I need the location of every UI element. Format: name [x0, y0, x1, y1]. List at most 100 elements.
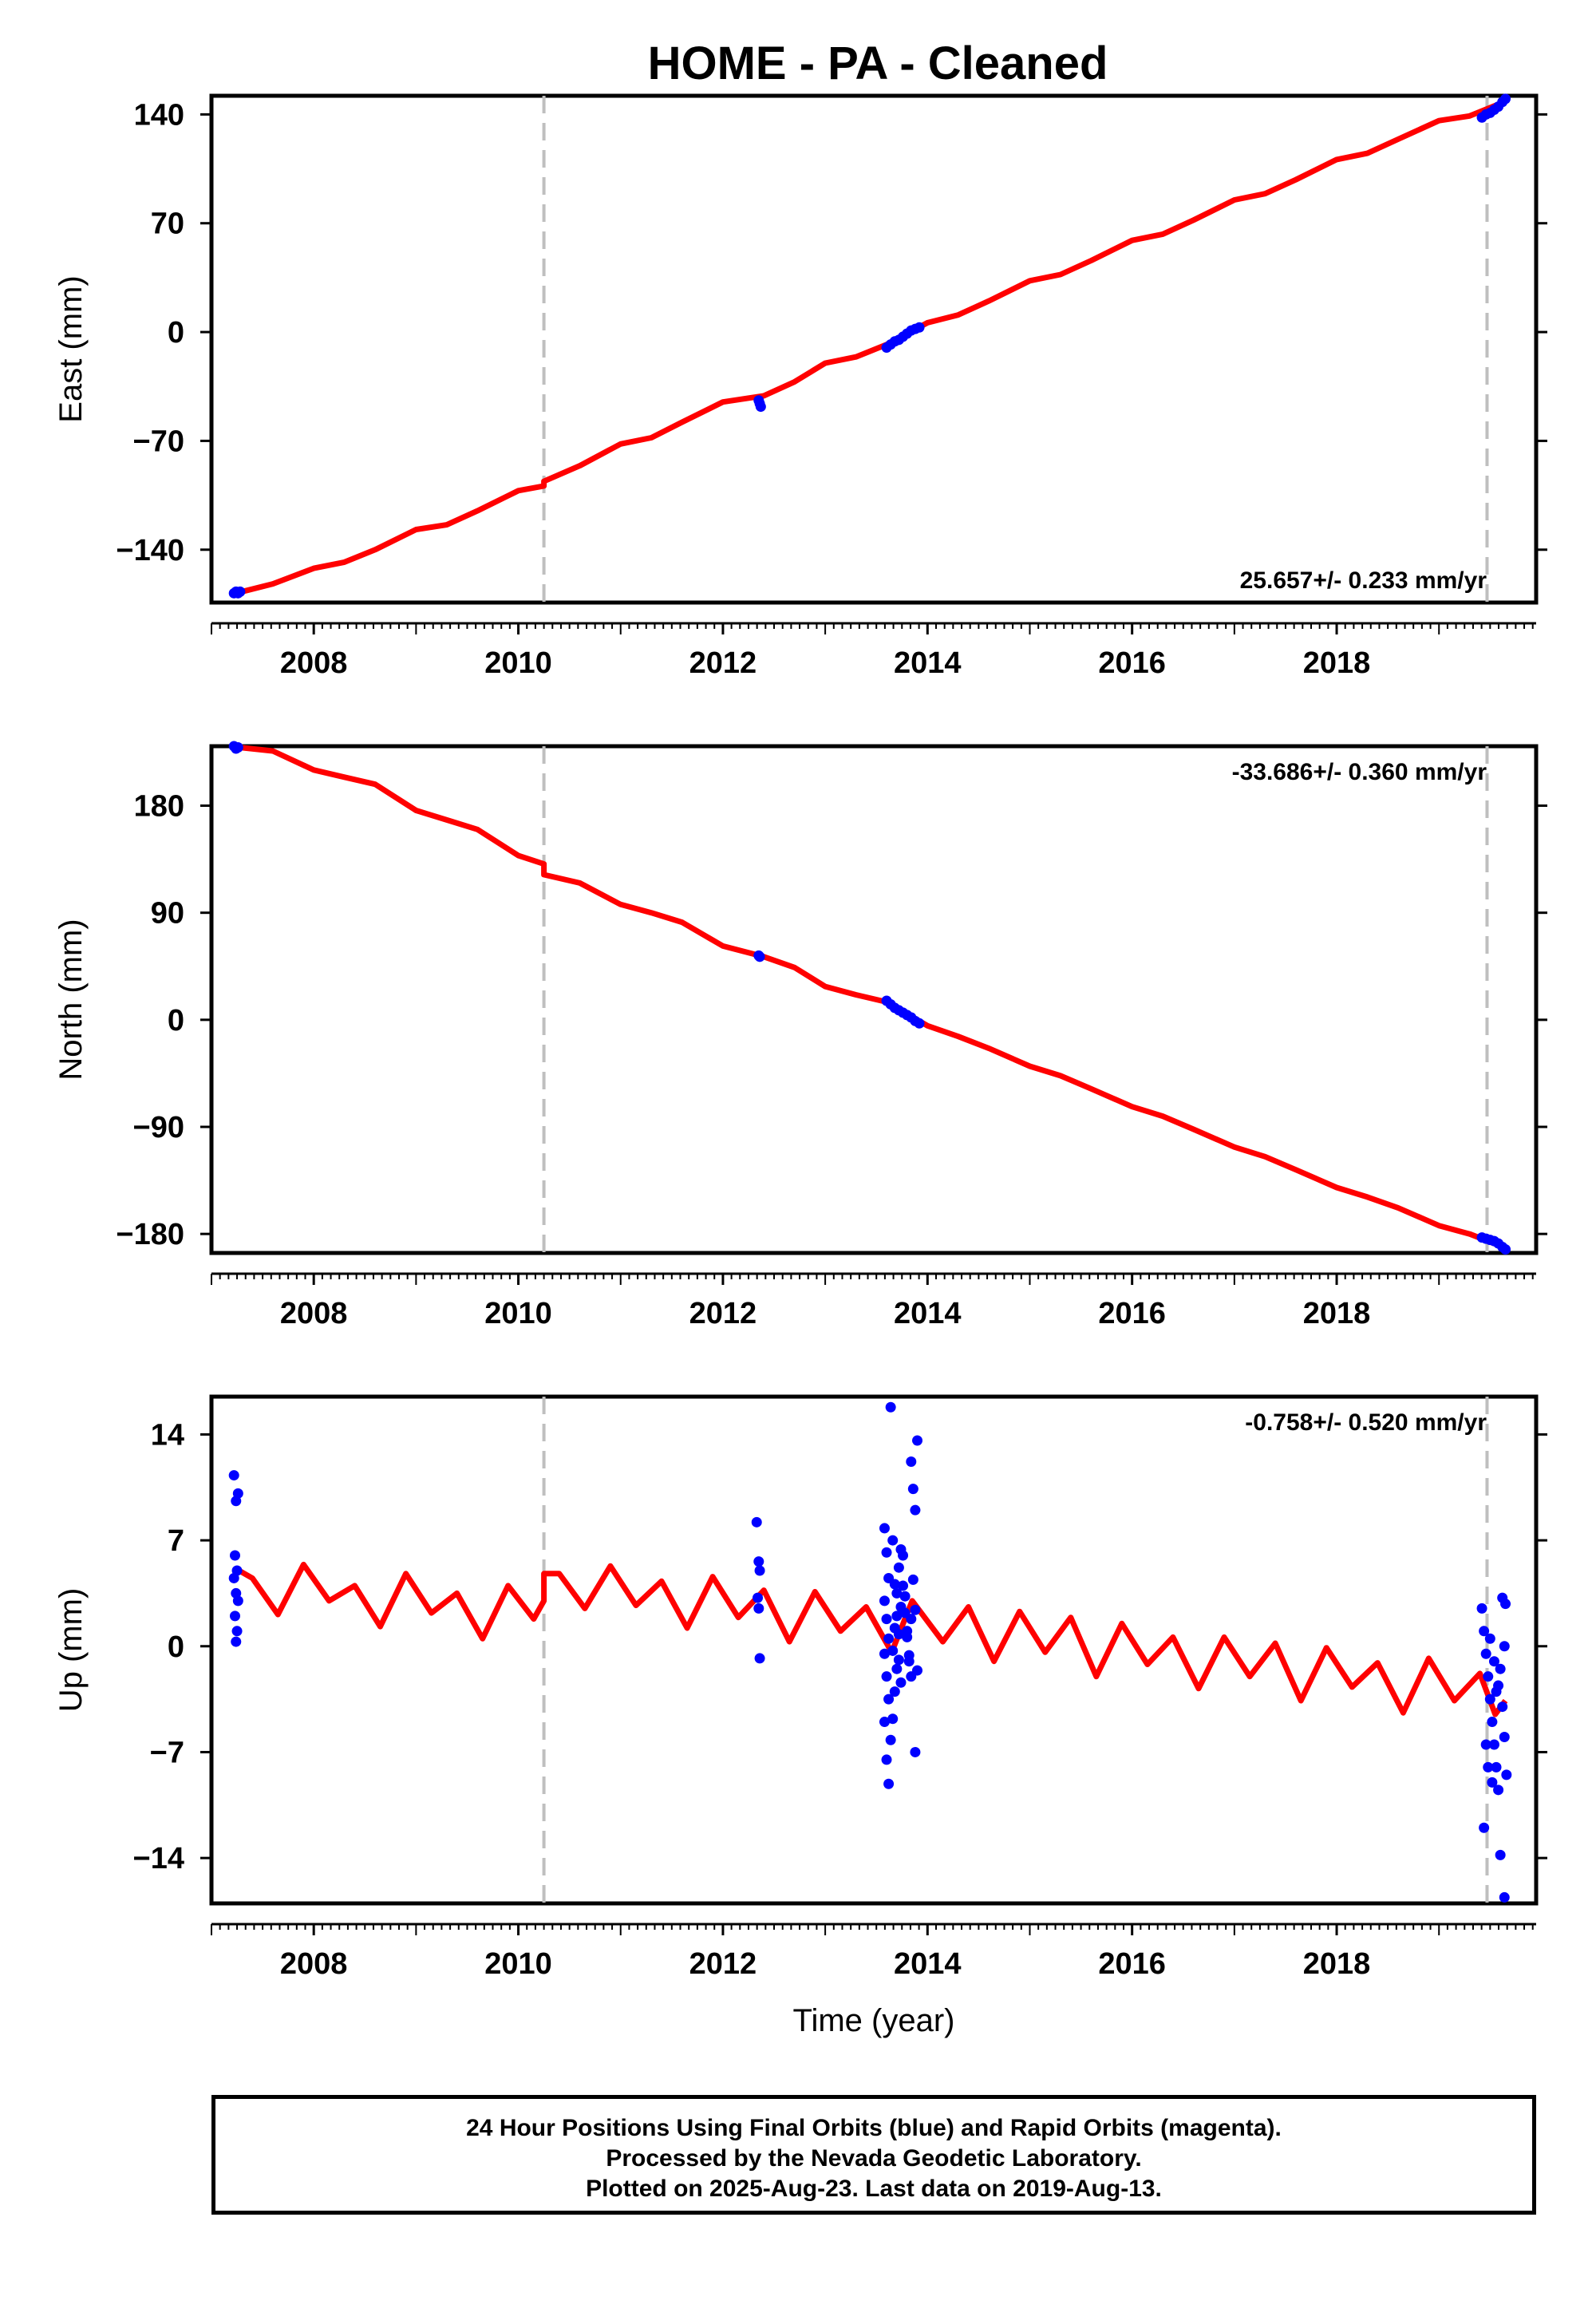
up-data-point: [1479, 1626, 1490, 1637]
up-data-point: [1495, 1663, 1506, 1674]
up-plot-frame: [209, 1394, 1539, 1906]
east-rate-label: 25.657+/- 0.233 mm/yr: [1240, 567, 1487, 594]
east-data-point: [914, 322, 925, 333]
up-y-tick-label: −14: [133, 1842, 184, 1875]
footer-box: 24 Hour Positions Using Final Orbits (bl…: [211, 2095, 1536, 2215]
up-data-point: [910, 1746, 921, 1757]
footer-line-3: Plotted on 2025-Aug-23. Last data on 201…: [586, 2176, 1162, 2202]
footer-line-1: 24 Hour Positions Using Final Orbits (bl…: [466, 2115, 1282, 2141]
up-data-point: [883, 1778, 895, 1789]
up-data-point: [754, 1653, 765, 1664]
up-data-point: [753, 1592, 764, 1603]
up-model-line: [237, 1561, 1508, 1717]
footer-line-2: Processed by the Nevada Geodetic Laborat…: [606, 2145, 1142, 2172]
up-rate-label: -0.758+/- 0.520 mm/yr: [1245, 1409, 1487, 1436]
north-x-tick-label: 2018: [1303, 1297, 1371, 1330]
north-y-axis-label: North (mm): [53, 919, 89, 1080]
up-x-tick-label: 2010: [484, 1947, 552, 1981]
up-data-point: [891, 1611, 903, 1622]
up-data-point: [910, 1604, 921, 1615]
up-x-tick-label: 2018: [1303, 1947, 1371, 1981]
up-data-point: [887, 1713, 899, 1725]
up-data-point: [228, 1572, 239, 1583]
up-data-point: [1501, 1769, 1512, 1780]
up-data-point: [754, 1565, 765, 1576]
up-data-point: [879, 1717, 890, 1728]
east-x-tick-label: 2008: [280, 646, 348, 680]
up-data-point: [879, 1523, 890, 1534]
east-x-tick-label: 2012: [689, 646, 757, 680]
up-data-point: [1487, 1717, 1498, 1728]
up-data-point: [1499, 1891, 1510, 1903]
up-y-tick-label: 0: [168, 1630, 184, 1664]
up-data-point: [229, 1611, 240, 1622]
up-data-point: [910, 1504, 921, 1516]
up-data-point: [879, 1595, 890, 1607]
up-data-point: [1479, 1822, 1490, 1833]
up-data-point: [889, 1622, 900, 1634]
up-data-point: [911, 1665, 922, 1676]
up-x-axis-label: Time (year): [793, 2003, 955, 2038]
up-data-point: [887, 1535, 899, 1546]
up-data-point: [907, 1484, 918, 1495]
north-y-tick-label: −90: [133, 1111, 184, 1144]
up-data-point: [891, 1663, 903, 1674]
up-data-point: [751, 1516, 762, 1528]
up-data-point: [881, 1671, 892, 1682]
north-x-tick-label: 2016: [1098, 1297, 1166, 1330]
up-data-point: [1484, 1633, 1495, 1644]
up-x-tick-label: 2012: [689, 1947, 757, 1981]
north-y-tick-label: 90: [151, 897, 184, 931]
chart-title: HOME - PA - Cleaned: [647, 38, 1108, 89]
up-data-point: [1487, 1777, 1498, 1788]
up-x-tick-label: 2016: [1098, 1947, 1166, 1981]
up-data-point: [1491, 1686, 1502, 1697]
north-x-tick-label: 2012: [689, 1297, 757, 1330]
north-plot-frame: [209, 744, 1539, 1255]
up-data-point: [1493, 1784, 1504, 1796]
up-y-tick-label: −7: [150, 1736, 184, 1769]
east-y-tick-label: 70: [151, 207, 184, 241]
east-y-tick-label: 140: [134, 98, 184, 132]
east-model-line: [238, 101, 1502, 595]
up-data-point: [232, 1488, 243, 1499]
north-y-tick-label: −180: [116, 1218, 184, 1251]
east-x-tick-label: 2016: [1098, 646, 1166, 680]
up-data-point: [1480, 1739, 1491, 1750]
up-data-point: [1480, 1648, 1491, 1659]
up-data-point: [911, 1435, 922, 1446]
up-data-point: [232, 1595, 243, 1607]
up-data-point: [887, 1645, 899, 1656]
east-y-tick-label: −70: [133, 425, 184, 458]
up-data-point: [906, 1614, 917, 1625]
up-data-point: [231, 1636, 242, 1647]
up-data-point: [1495, 1849, 1506, 1860]
up-data-point: [1499, 1641, 1510, 1652]
up-data-point: [902, 1626, 913, 1637]
up-data-point: [889, 1686, 900, 1697]
up-x-tick-label: 2014: [894, 1947, 962, 1981]
up-data-point: [229, 1550, 240, 1561]
up-data-point: [1483, 1761, 1494, 1773]
east-x-tick-label: 2010: [484, 646, 552, 680]
up-data-point: [881, 1614, 892, 1625]
up-data-point: [1499, 1731, 1510, 1742]
up-data-point: [753, 1603, 764, 1614]
up-data-point: [1491, 1761, 1502, 1773]
east-data-point: [1500, 93, 1511, 105]
up-data-point: [885, 1734, 896, 1745]
up-data-point: [231, 1626, 243, 1637]
up-data-point: [903, 1650, 915, 1661]
up-data-point: [893, 1562, 904, 1573]
up-data-point: [883, 1633, 895, 1644]
east-y-axis-label: East (mm): [53, 275, 89, 422]
up-y-tick-label: 14: [151, 1418, 184, 1452]
east-data-point: [235, 586, 246, 597]
up-data-point: [883, 1694, 895, 1705]
up-x-tick-label: 2008: [280, 1947, 348, 1981]
up-data-point: [906, 1456, 917, 1468]
north-x-tick-label: 2008: [280, 1297, 348, 1330]
up-data-point: [899, 1591, 911, 1602]
east-y-tick-label: −140: [116, 534, 184, 567]
north-model-line: [239, 745, 1502, 1249]
